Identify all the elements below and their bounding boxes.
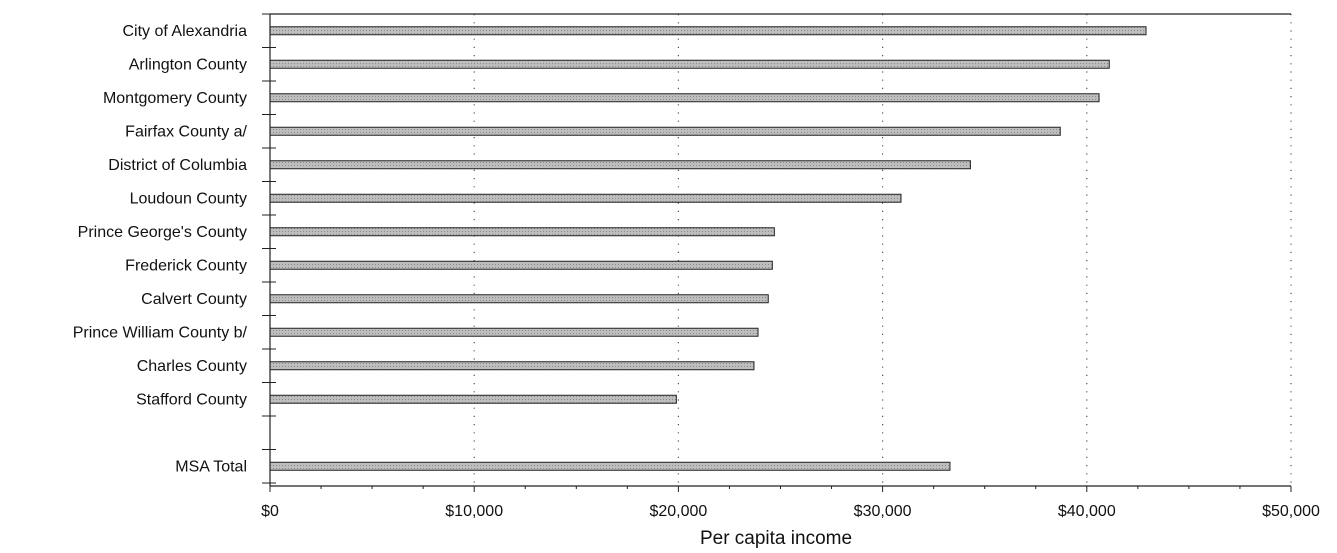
category-label: Loudoun County [130, 190, 247, 207]
bar [269, 59, 1110, 69]
x-tick-label: $50,000 [1262, 503, 1320, 520]
category-label: Arlington County [129, 56, 247, 73]
bar [269, 461, 951, 471]
bar [269, 294, 769, 304]
bar [269, 227, 775, 237]
x-tick-label: $20,000 [649, 503, 707, 520]
category-label: Calvert County [141, 291, 247, 308]
bar [269, 160, 971, 170]
bar [269, 126, 1061, 136]
category-label: Montgomery County [103, 90, 247, 107]
bar [269, 193, 902, 203]
category-label: Prince William County b/ [73, 324, 248, 341]
bar [269, 26, 1147, 36]
x-tick-labels: $0 $10,000 $20,000 $30,000 $40,000 $50,000 [261, 503, 1320, 520]
bar [269, 93, 1100, 103]
gridlines [473, 14, 1292, 486]
category-label: City of Alexandria [122, 23, 247, 40]
bar [269, 394, 677, 404]
bar [269, 260, 773, 270]
x-tick-label: $10,000 [445, 503, 503, 520]
x-tick-label: $30,000 [854, 503, 912, 520]
bar [269, 327, 759, 337]
category-label: District of Columbia [108, 157, 247, 174]
category-label: Stafford County [136, 391, 247, 408]
bars [269, 26, 1147, 471]
x-tick-label: $40,000 [1058, 503, 1116, 520]
axes [262, 13, 1292, 492]
category-label: Charles County [137, 358, 247, 375]
category-label: Prince George's County [78, 224, 247, 241]
category-labels: City of Alexandria Arlington County Montgo… [73, 23, 248, 476]
x-axis-title: Per capita income [700, 528, 852, 548]
category-label: Fairfax County a/ [125, 123, 247, 140]
bar [269, 361, 755, 371]
category-label: Frederick County [125, 257, 247, 274]
category-label: MSA Total [175, 458, 247, 475]
x-tick-label: $0 [261, 503, 279, 520]
